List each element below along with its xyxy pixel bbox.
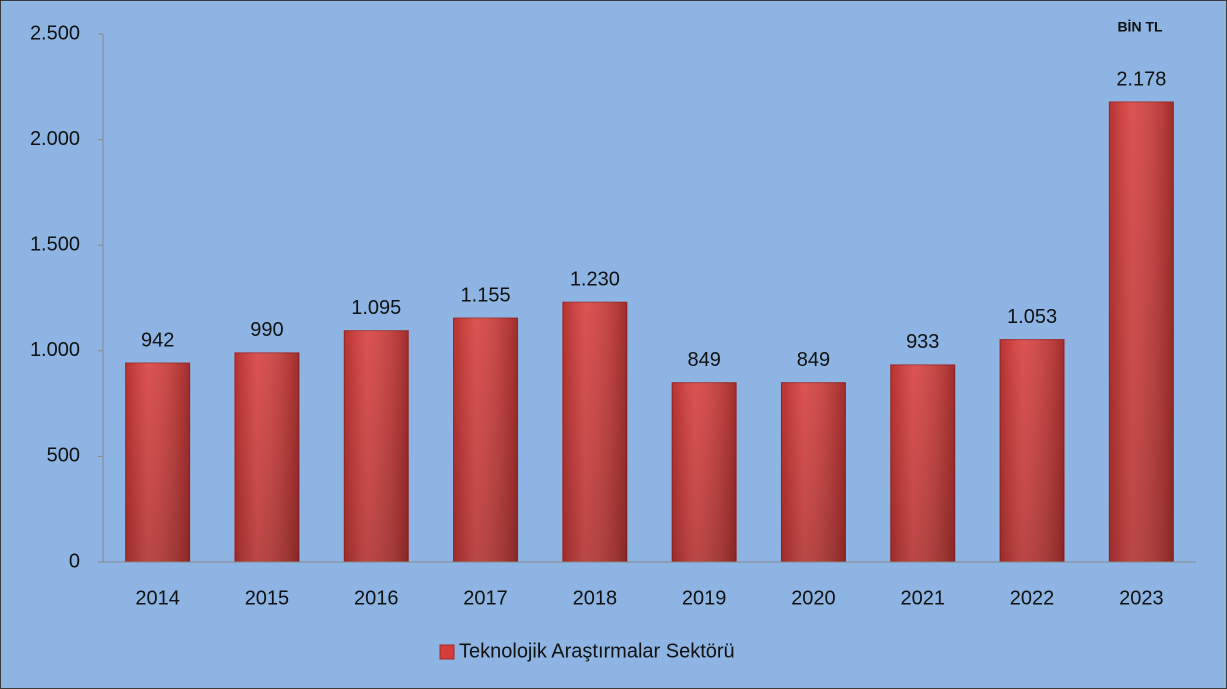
y-tick-label: 1.000 <box>30 339 80 361</box>
x-tick-label: 2014 <box>135 587 180 609</box>
bar-shade <box>672 382 737 562</box>
data-label: 2.178 <box>1116 68 1166 90</box>
data-label: 849 <box>687 349 720 371</box>
x-tick-label: 2018 <box>573 587 618 609</box>
unit-label: BİN TL <box>1117 19 1163 35</box>
x-tick-label: 2016 <box>354 587 399 609</box>
bar-shade <box>125 363 190 562</box>
x-tick-label: 2020 <box>791 587 836 609</box>
x-tick-label: 2023 <box>1119 587 1164 609</box>
data-label: 1.230 <box>570 269 620 291</box>
x-tick-label: 2022 <box>1010 587 1055 609</box>
y-tick-label: 0 <box>69 550 80 572</box>
bar-shade <box>1000 339 1065 562</box>
y-tick-label: 1.500 <box>30 233 80 255</box>
x-tick-label: 2015 <box>245 587 290 609</box>
data-label: 1.053 <box>1007 306 1057 328</box>
bar-shade <box>562 302 627 562</box>
data-label: 849 <box>797 349 830 371</box>
y-tick-label: 2.500 <box>30 22 80 44</box>
data-label: 933 <box>906 331 939 353</box>
bar-shade <box>453 318 518 562</box>
bar-shade <box>781 382 846 562</box>
bar-shade <box>234 352 299 562</box>
bar-shade <box>890 364 955 562</box>
x-tick-label: 2019 <box>682 587 727 609</box>
bar-shade <box>344 330 409 562</box>
bar-shade <box>1109 102 1174 562</box>
data-label: 1.095 <box>351 297 401 319</box>
data-label: 990 <box>250 319 283 341</box>
x-tick-label: 2021 <box>901 587 946 609</box>
x-tick-label: 2017 <box>463 587 508 609</box>
y-tick-label: 500 <box>47 445 80 467</box>
legend-label: Teknolojik Araştırmalar Sektörü <box>459 640 735 662</box>
data-label: 942 <box>141 329 174 351</box>
data-label: 1.155 <box>461 284 511 306</box>
y-tick-label: 2.000 <box>30 128 80 150</box>
legend-marker <box>439 644 455 660</box>
